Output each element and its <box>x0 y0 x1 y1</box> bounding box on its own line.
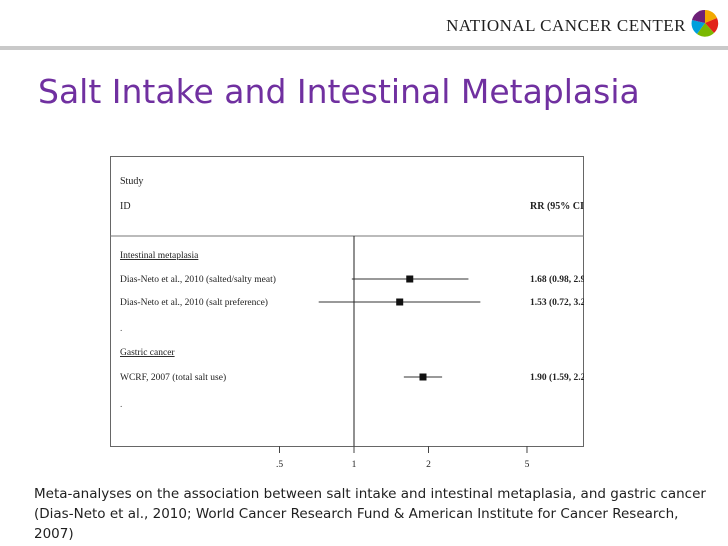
point-estimate-marker <box>396 298 404 306</box>
x-tick-label: 1 <box>352 460 357 470</box>
forest-plot: Study ID RR (95% CI) Intestinal metaplas… <box>110 156 584 480</box>
x-tick-label: 2 <box>426 460 431 470</box>
plot-frame <box>110 156 584 447</box>
rr-value-label: 1.90 (1.59, 2.27) <box>530 372 584 383</box>
slide-title: Salt Intake and Intestinal Metaplasia <box>38 72 640 111</box>
header-id-label: ID <box>120 201 131 212</box>
rr-value-label: 1.53 (0.72, 3.24) <box>530 297 584 308</box>
forest-plot-svg: Study ID RR (95% CI) Intestinal metaplas… <box>110 156 584 470</box>
point-estimate-marker <box>419 373 427 381</box>
group-label: Intestinal metaplasia <box>120 251 199 261</box>
header-rr-label: RR (95% CI) <box>530 201 584 212</box>
spacer-mark: . <box>120 324 122 334</box>
point-estimate-marker <box>406 275 414 283</box>
header-study-label: Study <box>120 176 143 187</box>
study-label: Dias-Neto et al., 2010 (salted/salty mea… <box>120 274 276 285</box>
pinwheel-logo-icon <box>691 9 719 37</box>
spacer-mark: . <box>120 400 122 410</box>
group-label: Gastric cancer <box>120 348 175 358</box>
header-bar: NATIONAL CANCER CENTER <box>0 0 728 50</box>
study-label: WCRF, 2007 (total salt use) <box>120 372 226 383</box>
x-tick-label: .5 <box>276 460 283 470</box>
organization-name: NATIONAL CANCER CENTER <box>446 16 686 35</box>
slide-caption: Meta-analyses on the association between… <box>34 486 706 542</box>
study-label: Dias-Neto et al., 2010 (salt preference) <box>120 297 268 308</box>
rr-value-label: 1.68 (0.98, 2.90) <box>530 274 584 285</box>
x-tick-label: 5 <box>525 460 530 470</box>
